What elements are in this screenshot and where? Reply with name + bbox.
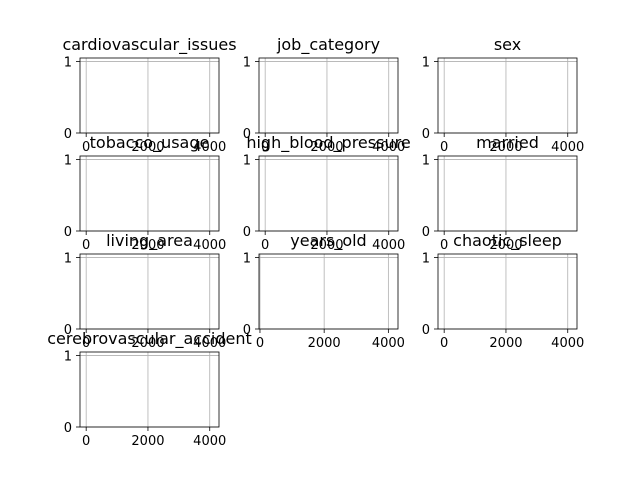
y-tick-label: 1 <box>422 154 430 169</box>
x-tick-label: 2000 <box>131 336 164 351</box>
subplot-title: cerebrovascular_accident <box>47 329 252 349</box>
x-tick-label: 4000 <box>551 140 584 155</box>
axes-frame <box>437 155 578 232</box>
x-tick-label: 0 <box>440 336 448 351</box>
subplot-title: living_area <box>106 231 193 251</box>
x-tick-label: 4000 <box>193 140 226 155</box>
y-tick-label: 1 <box>422 252 430 267</box>
subplot-title: married <box>476 133 539 152</box>
y-tick-label: 1 <box>243 252 251 267</box>
y-tick-label: 1 <box>64 154 72 169</box>
axes-frame <box>437 253 578 330</box>
y-tick-label: 1 <box>243 154 251 169</box>
x-tick-label: 4000 <box>193 238 226 253</box>
subplot-title: job_category <box>276 35 380 55</box>
y-tick-label: 1 <box>64 350 72 365</box>
subplot-title: high_blood_pressure <box>246 133 410 153</box>
axes-frame <box>79 155 220 232</box>
x-tick-label: 0 <box>440 140 448 155</box>
axes-frame <box>79 351 220 428</box>
x-tick-label: 2000 <box>131 238 164 253</box>
y-tick-label: 0 <box>422 323 430 338</box>
subplot-job_category: 0 2000 4000 0 1 job_category <box>243 35 406 155</box>
x-tick-label: 4000 <box>193 434 226 449</box>
y-tick-label: 1 <box>64 56 72 71</box>
x-tick-label: 0 <box>256 336 264 351</box>
subplot-title: cardiovascular_issues <box>62 35 236 55</box>
x-tick-label: 4000 <box>372 336 405 351</box>
subplot-title: sex <box>494 35 521 54</box>
y-tick-label: 0 <box>243 225 251 240</box>
subplot-title: chaotic_sleep <box>453 231 562 251</box>
axes-frame <box>258 155 399 232</box>
x-tick-label: 2000 <box>131 434 164 449</box>
x-tick-label: 0 <box>261 238 269 253</box>
y-tick-label: 0 <box>243 127 251 142</box>
x-tick-label: 0 <box>82 238 90 253</box>
axes-frame <box>258 253 399 330</box>
subplot-title: years_old <box>290 231 366 251</box>
x-tick-label: 0 <box>440 238 448 253</box>
x-tick-label: 2000 <box>489 238 522 253</box>
subplot-title: tobacco_usage <box>90 133 210 153</box>
x-tick-label: 2000 <box>310 140 343 155</box>
x-tick-label: 0 <box>261 140 269 155</box>
subplot-sex: 0 2000 4000 0 1 sex <box>422 35 585 155</box>
x-tick-label: 2000 <box>308 336 341 351</box>
y-tick-label: 1 <box>64 252 72 267</box>
axes-frame <box>258 57 399 134</box>
x-tick-label: 2000 <box>310 238 343 253</box>
axes-frame <box>79 253 220 330</box>
x-tick-label: 0 <box>82 140 90 155</box>
x-tick-label: 0 <box>82 336 90 351</box>
y-tick-label: 0 <box>422 225 430 240</box>
y-tick-label: 0 <box>64 323 72 338</box>
y-tick-label: 0 <box>243 323 251 338</box>
axes-frame <box>79 57 220 134</box>
y-tick-label: 1 <box>422 56 430 71</box>
y-tick-label: 0 <box>64 225 72 240</box>
axes-frame <box>437 57 578 134</box>
y-tick-label: 0 <box>64 127 72 142</box>
y-tick-label: 0 <box>64 421 72 436</box>
x-tick-label: 0 <box>82 434 90 449</box>
x-tick-label: 4000 <box>551 336 584 351</box>
x-tick-label: 2000 <box>131 140 164 155</box>
y-tick-label: 1 <box>243 56 251 71</box>
x-tick-label: 2000 <box>489 336 522 351</box>
x-tick-label: 4000 <box>193 336 226 351</box>
x-tick-label: 4000 <box>372 140 405 155</box>
y-tick-label: 0 <box>422 127 430 142</box>
x-tick-label: 4000 <box>372 238 405 253</box>
x-tick-label: 2000 <box>489 140 522 155</box>
